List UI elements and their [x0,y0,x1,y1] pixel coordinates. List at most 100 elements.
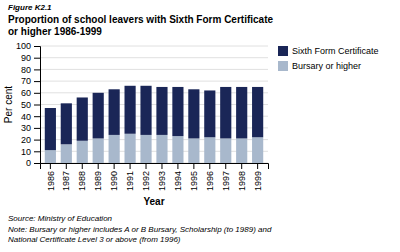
bar [188,138,199,163]
tick-mark [82,163,83,169]
tick-label: 1989 [93,171,103,191]
tick: 50 [21,100,40,110]
bar [252,137,263,163]
bar [93,138,104,163]
grid-line [40,127,268,128]
bar [172,136,183,163]
tick: 1995 [189,163,199,191]
legend-item: Bursary or higher [278,61,361,71]
grid-line [40,151,268,152]
bar [61,144,72,163]
tick-label: 60 [21,88,31,98]
tick-label: 20 [21,135,31,145]
bar [140,135,151,163]
tick-label: 1995 [189,171,199,191]
note-line: National Certificate Level 3 or above (f… [8,235,181,244]
x-axis: 1986 1987 1988 1989 1990 1991 1992 1993 1994 1995… [41,163,269,191]
tick: 1997 [221,163,231,191]
bar [156,135,167,163]
tick-mark [50,163,51,169]
tick-mark [114,163,115,169]
tick: 1996 [205,163,215,191]
tick-mark [209,163,210,169]
tick-mark [34,163,40,164]
legend: Sixth Form Certificate Bursary or higher [278,46,379,71]
tick: 1998 [237,163,247,191]
bar [93,93,104,139]
tick-label: 1987 [61,171,71,191]
tick-label: 1999 [253,171,263,191]
bar [236,87,247,138]
tick: 90 [21,53,40,63]
tick: 1991 [125,163,135,191]
y-axis-title: Per cent [3,86,14,123]
grid-line [40,139,268,140]
bar [204,137,215,163]
tick-mark [34,140,40,141]
bar [156,87,167,135]
tick: 1994 [173,163,183,191]
tick-label: 1993 [157,171,167,191]
tick-mark [34,46,40,47]
tick-label: 1994 [173,171,183,191]
tick-mark [130,163,131,169]
chart: Figure K2.1 Proportion of school leavers … [0,0,400,252]
tick-mark [161,163,162,169]
legend-label: Sixth Form Certificate [292,46,379,56]
tick: 100 [16,41,40,51]
bar [236,138,247,163]
tick-mark [34,116,40,117]
tick-label: 90 [21,53,31,63]
tick: 30 [21,123,40,133]
grid-line [40,69,268,70]
bar [172,87,183,136]
tick-mark [193,163,194,169]
tick-label: 1988 [77,171,87,191]
figure-label: Figure K2.1 [8,3,52,12]
tick: 20 [21,135,40,145]
tick: 80 [21,65,40,75]
tick-label: 1991 [125,171,135,191]
tick: 1999 [253,163,263,191]
grid [40,46,268,163]
tick: 10 [21,147,40,157]
tick-mark [34,58,40,59]
tick: 1987 [61,163,71,191]
tick-label: 40 [21,112,31,122]
title-line: Proportion of school leavers with Sixth … [8,14,273,25]
tick-label: 1996 [205,171,215,191]
tick-label: 10 [21,147,31,157]
tick: 40 [21,112,40,122]
bar [77,97,88,140]
tick-mark [66,163,67,169]
tick-mark [34,128,40,129]
bar [188,89,199,138]
tick-label: 1997 [221,171,231,191]
grid-line [40,81,268,82]
bar [45,150,56,163]
tick-label: 80 [21,65,31,75]
axis-line [34,47,41,164]
tick: 0 [26,158,40,168]
grid-line [40,104,268,105]
bar [45,108,56,150]
title: Proportion of school leavers with Sixth … [8,14,273,37]
tick-label: 70 [21,76,31,86]
tick: 70 [21,76,40,86]
tick-mark [98,163,99,169]
tick-mark [34,151,40,152]
source: Source: Ministry of Education [8,214,113,223]
bars [45,86,263,163]
axis-line [41,164,269,170]
tick-label: 1992 [141,171,151,191]
tick: 1992 [141,163,151,191]
tick-label: 50 [21,100,31,110]
tick: 1988 [77,163,87,191]
bar [252,87,263,137]
legend-swatch [278,46,288,56]
tick: 1990 [109,163,119,191]
tick-label: 1986 [46,171,56,191]
note-line: Note: Bursary or higher includes A or B … [8,225,272,234]
tick: 1989 [93,163,103,191]
tick-label: 1990 [109,171,119,191]
